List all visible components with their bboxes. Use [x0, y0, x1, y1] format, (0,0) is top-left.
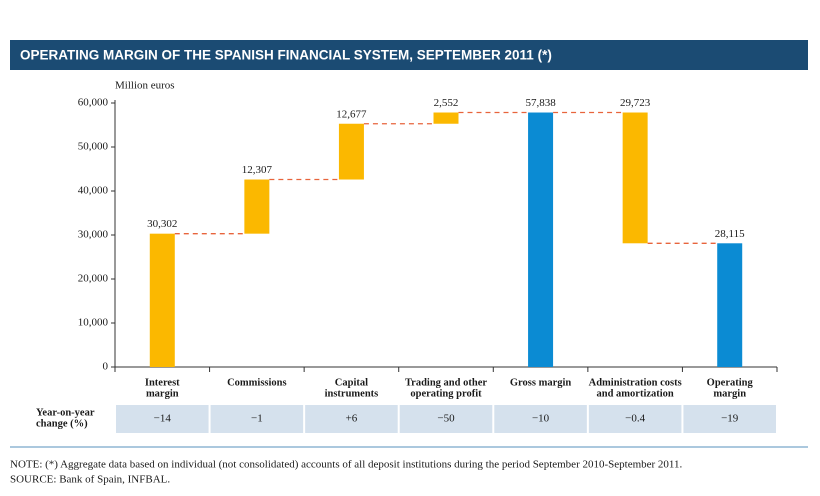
- yoy-cell: [494, 405, 587, 433]
- yoy-title: change (%): [36, 418, 88, 429]
- value-label: 29,723: [620, 97, 651, 109]
- x-tick-label: Trading and other: [405, 377, 487, 388]
- value-label: 28,115: [715, 228, 745, 240]
- yoy-cell: [588, 405, 682, 433]
- y-tick-label: 10,000: [78, 317, 109, 329]
- value-label: 57,838: [525, 97, 556, 109]
- yoy-cell: [399, 405, 493, 433]
- x-tick-label: Operating: [707, 377, 754, 388]
- y-tick-label: 30,000: [78, 229, 109, 241]
- yoy-value: −19: [721, 413, 739, 425]
- yoy-value: −10: [532, 413, 550, 425]
- bar: [528, 112, 554, 367]
- yoy-value: −0.4: [625, 413, 645, 425]
- x-tick-label: Commissions: [227, 377, 287, 388]
- y-tick-label: 40,000: [78, 185, 109, 197]
- yoy-value: −14: [154, 413, 172, 425]
- x-tick-label: Interest: [145, 377, 180, 388]
- bar: [338, 123, 364, 180]
- yoy-value: −1: [251, 413, 263, 425]
- yoy-value: −50: [437, 413, 455, 425]
- value-label: 12,677: [336, 108, 367, 120]
- x-tick-label: Administration costs: [589, 377, 682, 388]
- x-tick-label: operating profit: [410, 388, 482, 399]
- bar: [244, 179, 270, 234]
- bar: [433, 112, 459, 124]
- source: SOURCE: Bank of Spain, INFBAL.: [10, 474, 170, 486]
- chart-title: OPERATING MARGIN OF THE SPANISH FINANCIA…: [20, 48, 552, 63]
- y-axis-label: Million euros: [115, 80, 175, 92]
- title-bar: [10, 40, 808, 70]
- note: NOTE: (*) Aggregate data based on indivi…: [10, 459, 683, 471]
- x-tick-label: Gross margin: [510, 377, 572, 388]
- x-tick-label: margin: [713, 388, 746, 399]
- x-tick-label: Capital: [335, 377, 368, 388]
- value-label: 30,302: [147, 218, 177, 230]
- y-tick-label: 60,000: [78, 97, 109, 109]
- value-label: 12,307: [242, 164, 273, 176]
- y-tick-label: 50,000: [78, 141, 109, 153]
- x-tick-label: instruments: [325, 388, 379, 399]
- y-tick-label: 20,000: [78, 273, 109, 285]
- x-tick-label: and amortization: [596, 388, 673, 399]
- bar: [622, 112, 648, 244]
- yoy-title: Year-on-year: [36, 407, 95, 418]
- value-label: 2,552: [434, 97, 459, 109]
- bar: [717, 243, 743, 367]
- y-tick-label: 0: [103, 361, 109, 373]
- yoy-cell: [210, 405, 304, 433]
- yoy-cell: [116, 405, 209, 433]
- x-tick-label: margin: [146, 388, 179, 399]
- yoy-value: +6: [346, 413, 358, 425]
- bar: [149, 233, 175, 367]
- yoy-cell: [305, 405, 398, 433]
- yoy-cell: [683, 405, 776, 433]
